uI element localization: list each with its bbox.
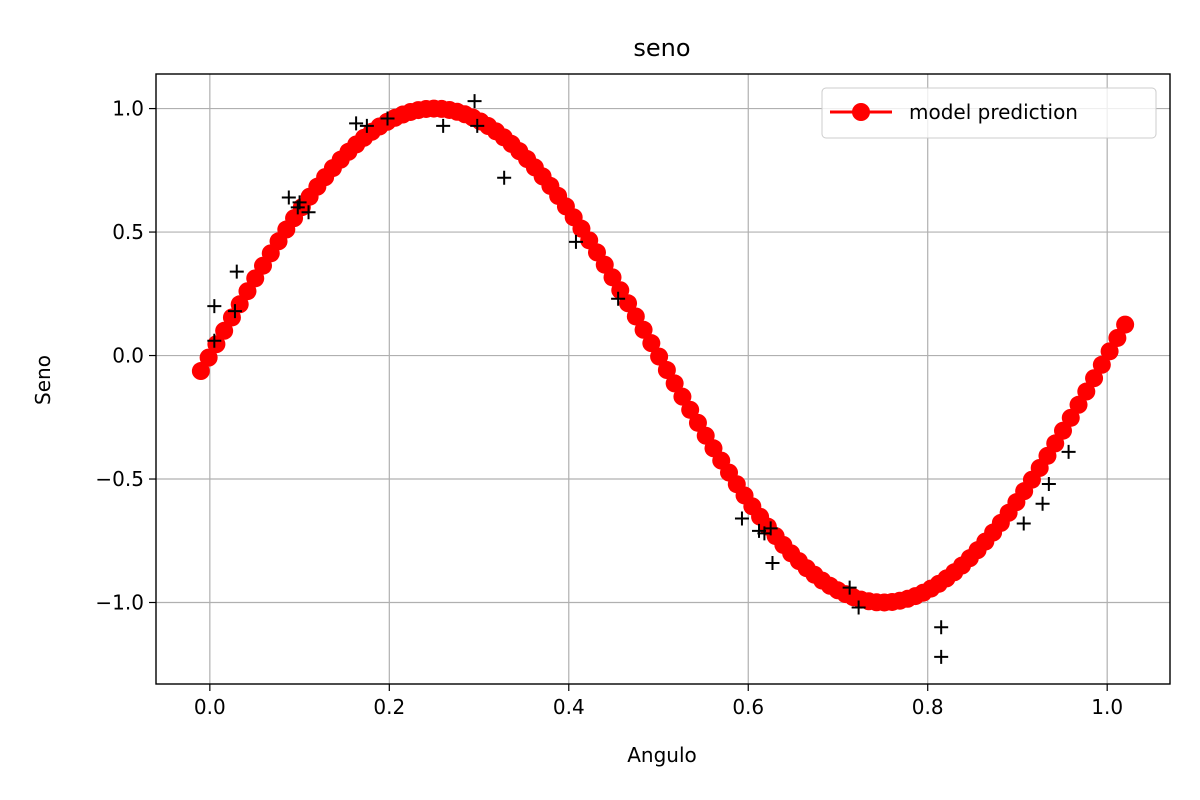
data-point	[281, 190, 296, 205]
data-point	[851, 600, 866, 615]
data-point	[1041, 476, 1056, 491]
legend-box	[821, 87, 1157, 139]
data-point	[642, 334, 661, 353]
data-point	[1108, 328, 1127, 347]
data-point	[657, 361, 676, 380]
data-point	[1016, 516, 1031, 531]
x-tick-label: 1.0	[1091, 695, 1123, 719]
data-point	[1061, 408, 1080, 427]
data-point	[229, 264, 244, 279]
data-point	[763, 521, 778, 536]
data-point	[467, 94, 482, 109]
series-0	[191, 99, 1135, 612]
data-point	[1085, 369, 1104, 388]
data-point	[436, 118, 451, 133]
data-point	[681, 400, 700, 419]
data-point	[634, 320, 653, 339]
plot-area	[191, 94, 1135, 664]
data-point	[650, 347, 669, 366]
data-point	[380, 111, 395, 126]
legend-marker	[852, 103, 870, 121]
data-point	[199, 348, 218, 367]
data-point	[207, 333, 222, 348]
data-point	[934, 620, 949, 635]
y-tick-label: −0.5	[95, 467, 144, 491]
data-point	[1061, 444, 1076, 459]
data-point	[222, 308, 241, 327]
y-tick-label: 0.5	[112, 220, 144, 244]
data-point	[301, 205, 316, 220]
data-point	[470, 118, 485, 133]
data-point	[1116, 315, 1135, 334]
x-tick-label: 0.2	[373, 695, 405, 719]
data-point	[934, 649, 949, 664]
legend: model prediction	[821, 87, 1157, 139]
legend-label-model-prediction: model prediction	[909, 100, 1078, 124]
data-point	[734, 511, 749, 526]
axes-frame	[155, 73, 1171, 685]
y-tick-label: 1.0	[112, 97, 144, 121]
data-point	[1092, 355, 1111, 374]
x-tick-label: 0.8	[912, 695, 944, 719]
data-point	[207, 335, 226, 354]
data-point	[673, 387, 692, 406]
x-tick-label: 0.0	[194, 695, 226, 719]
chart-title: seno	[633, 34, 690, 62]
x-axis-label: Angulo	[627, 743, 697, 767]
series-1	[207, 94, 1076, 664]
data-point	[1035, 496, 1050, 511]
data-point	[626, 307, 645, 326]
data-point	[292, 195, 307, 210]
x-tick-label: 0.6	[732, 695, 764, 719]
data-point	[497, 170, 512, 185]
data-point	[568, 234, 583, 249]
y-axis-label: Seno	[31, 355, 55, 405]
data-point	[359, 118, 374, 133]
data-point	[611, 281, 630, 300]
data-point	[1069, 395, 1088, 414]
data-point	[611, 291, 626, 306]
axes: 0.0 0.2 0.4 0.6 0.8 1.0 −1.0 −0.5 0.0 0.5 1.0	[95, 97, 1123, 719]
data-point	[349, 116, 364, 131]
data-point	[215, 321, 234, 340]
y-tick-label: 0.0	[112, 344, 144, 368]
data-point	[1053, 421, 1072, 440]
data-point	[1100, 342, 1119, 361]
data-point	[842, 580, 857, 595]
data-point	[665, 374, 684, 393]
x-tick-label: 0.4	[553, 695, 585, 719]
data-point	[191, 362, 210, 381]
data-point	[227, 304, 242, 319]
data-point	[765, 555, 780, 570]
data-point	[1077, 382, 1096, 401]
data-point	[207, 299, 222, 314]
y-tick-label: −1.0	[95, 591, 144, 615]
